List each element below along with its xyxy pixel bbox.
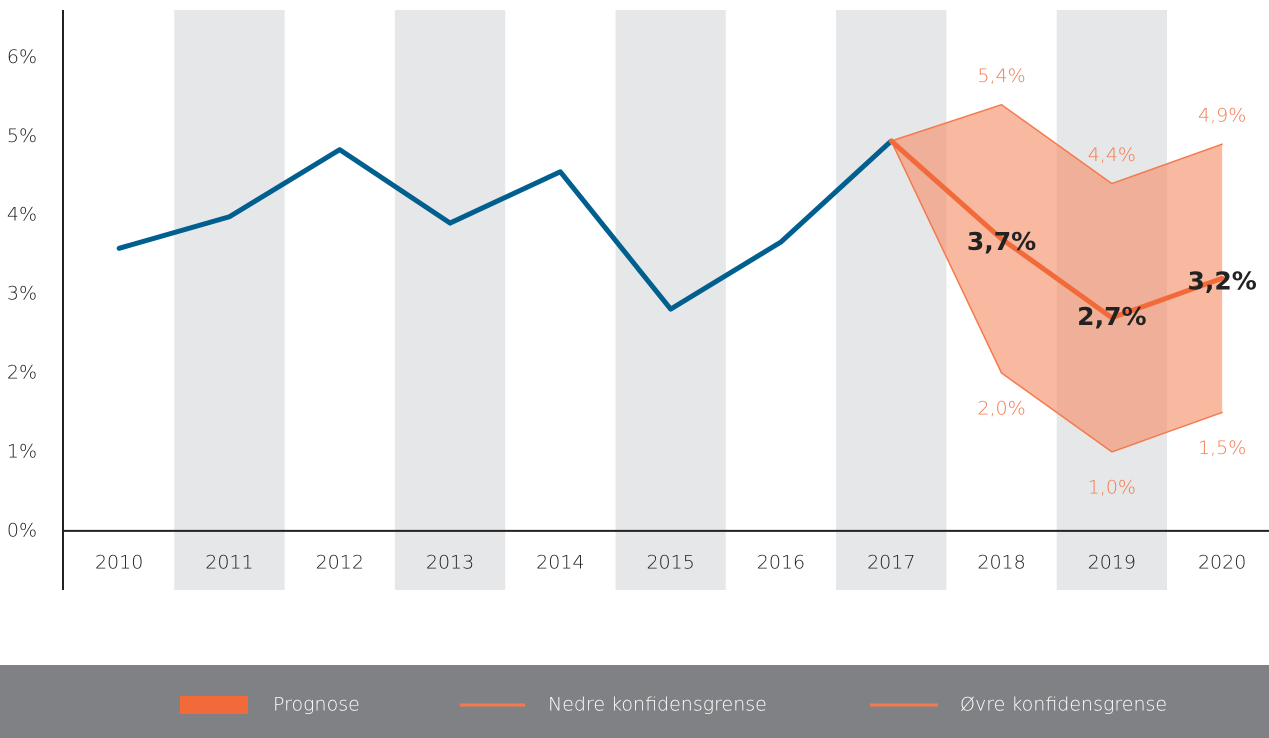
x-tick-label: 2015: [646, 552, 694, 574]
lower-line: [890, 140, 1223, 453]
lower-label: 1,0%: [1088, 476, 1136, 498]
x-tick-label: 2011: [205, 552, 253, 574]
x-tick-label: 2014: [536, 552, 584, 574]
column-band: [615, 10, 726, 590]
history-line: [116, 138, 894, 312]
column-band: [394, 10, 506, 590]
forecast-line: [888, 138, 1225, 321]
legend-swatch: [180, 696, 248, 714]
forecast-label: 3,2%: [1187, 266, 1256, 295]
x-tick-label: 2012: [316, 552, 364, 574]
x-tick-label: 2016: [757, 552, 805, 574]
y-tick-label: 1%: [7, 440, 37, 462]
y-tick-label: 6%: [7, 46, 37, 68]
x-tick-label: 2020: [1198, 552, 1246, 574]
y-tick-label: 4%: [7, 204, 37, 226]
legend-label: Prognose: [273, 694, 360, 716]
forecast-label: 3,7%: [967, 227, 1036, 256]
x-tick-label: 2018: [977, 552, 1025, 574]
y-tick-label: 0%: [7, 519, 37, 541]
upper-label: 5,4%: [977, 65, 1025, 87]
column-band: [836, 10, 947, 590]
x-tick-label: 2017: [867, 552, 915, 574]
column-band: [174, 10, 285, 590]
y-tick-label: 5%: [7, 125, 37, 147]
upper-line: [890, 103, 1223, 185]
lower-label: 1,5%: [1198, 437, 1246, 459]
x-tick-label: 2010: [95, 552, 143, 574]
y-tick-label: 3%: [7, 283, 37, 305]
forecast-label: 2,7%: [1077, 302, 1146, 331]
lower-label: 2,0%: [977, 397, 1025, 419]
legend-label: Nedre konfidensgrense: [548, 694, 767, 716]
upper-label: 4,9%: [1198, 105, 1246, 127]
x-tick-label: 2019: [1088, 552, 1136, 574]
x-tick-label: 2013: [426, 552, 474, 574]
y-tick-label: 2%: [7, 361, 37, 383]
legend-label: Øvre konfidensgrense: [960, 694, 1167, 716]
upper-label: 4,4%: [1088, 144, 1136, 166]
